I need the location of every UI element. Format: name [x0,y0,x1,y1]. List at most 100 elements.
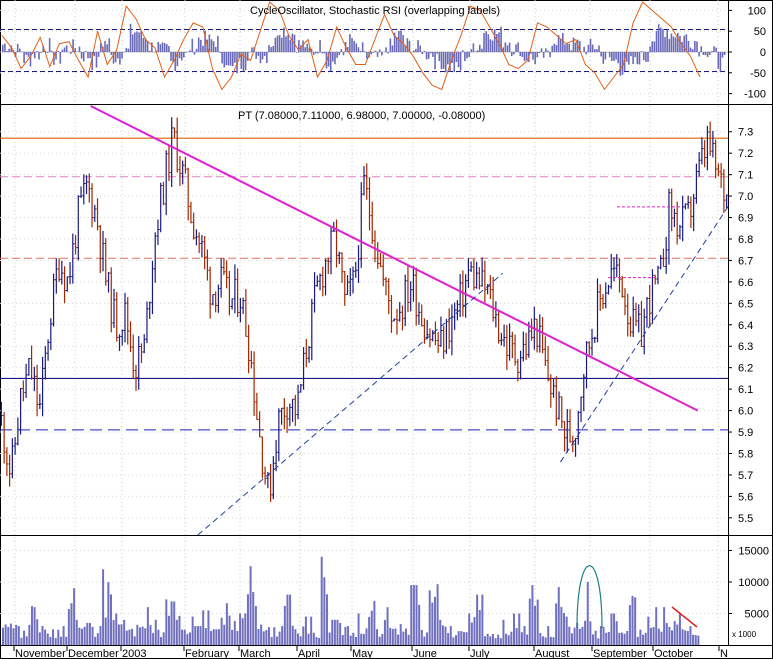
ohlc-bar [708,121,712,156]
volume-tick-label: 10000 [738,577,769,589]
volume-tick-label: 15000 [738,545,769,557]
volume-bar [499,638,502,645]
volume-bar [610,613,613,645]
x-axis-label: April [298,648,320,659]
osc-histogram-bar [551,45,553,52]
volume-bar [25,636,28,645]
price-tick-label: 6.6 [738,277,753,289]
volume-bar [684,630,687,645]
osc-histogram-bar [261,52,264,60]
osc-histogram-bar [268,45,270,52]
volume-bar [2,627,4,645]
osc-title: CycleOscillator, Stochastic RSI (overlap… [250,5,500,17]
ohlc-bar [186,167,190,221]
osc-histogram-bar [628,52,630,65]
price-tick-label: 7.2 [738,148,753,160]
ohlc-bar [434,321,437,346]
osc-histogram-bar [521,52,524,58]
ohlc-bar [159,182,163,233]
volume-bar [57,629,60,645]
volume-bar [660,631,663,645]
osc-histogram-bar [372,52,375,53]
osc-tick-label: 0 [760,47,766,59]
osc-histogram-bar [642,52,645,61]
osc-histogram-bar [719,52,722,72]
ohlc-bar [310,298,314,361]
osc-histogram-bar [412,50,415,52]
volume-bar [457,631,460,645]
osc-histogram-bar [255,52,257,59]
volume-bar [347,626,350,645]
osc-histogram-bar [513,52,515,55]
osc-histogram-bar [625,52,628,62]
volume-bar [236,631,239,645]
volume-bar [544,637,547,645]
volume-bar [415,585,418,645]
volume-bar [402,631,405,645]
osc-histogram-bar [351,38,353,52]
volume-bar [397,634,400,645]
osc-histogram-bar [46,52,49,53]
osc-histogram-bar [312,52,315,55]
ohlc-bar [497,310,500,344]
volume-bar [217,629,220,645]
osc-histogram-bar [315,52,317,54]
ohlc-bar [392,318,396,322]
osc-histogram-bar [165,44,168,52]
volume-bar [547,626,550,645]
ohlc-bar [200,234,204,258]
osc-histogram-bar [329,52,332,72]
osc-histogram-bar [374,50,377,52]
volume-bar [528,598,531,645]
x-axis-label: September [593,648,647,659]
volume-bar [112,620,115,645]
osc-histogram-bar [289,39,292,52]
volume-bar [41,625,44,645]
osc-histogram-bar [496,34,498,52]
osc-histogram-bar [651,41,654,52]
volume-bar [649,627,652,645]
ohlc-bar [93,204,97,222]
osc-histogram-bar [645,52,647,62]
volume-bar [389,627,392,645]
ohlc-bar [692,193,695,232]
osc-histogram-bar [385,47,387,52]
volume-bar [23,630,26,645]
osc-histogram-bar [223,52,226,68]
ohlc-bar [211,294,215,306]
ohlc-bar [118,334,121,351]
volume-bar [12,628,15,645]
volume-bar [383,619,386,645]
ohlc-bar [508,323,511,361]
volume-bar [194,626,197,645]
volume-bar [102,569,105,645]
osc-histogram-bar [295,52,298,53]
price-tick-label: 6.2 [738,363,753,375]
volume-bar [491,633,494,645]
osc-histogram-bar [82,52,85,62]
osc-histogram-bar [291,33,294,52]
osc-histogram-bar [270,47,272,52]
ohlc-bar [233,264,237,314]
ohlc-bar [184,156,187,174]
volume-bar [262,631,265,645]
volume-bar [678,613,681,645]
volume-bar [328,632,331,645]
osc-histogram-bar [523,52,526,62]
osc-histogram-bar [125,48,128,52]
osc-histogram-bar [647,52,649,62]
osc-histogram-bar [532,52,534,60]
volume-bar [407,634,410,645]
osc-histogram-bar [208,34,211,52]
osc-histogram-bar [540,48,543,52]
osc-histogram-bar [263,52,266,56]
volume-bar [671,630,674,645]
ohlc-bar [164,150,168,216]
volume-bar [362,633,365,645]
osc-histogram-bar [457,52,460,68]
ohlc-bar [79,186,83,198]
ohlc-bar [351,266,355,294]
ohlc-bar [502,324,506,347]
osc-histogram-bar [306,43,309,52]
volume-bar [599,626,602,645]
